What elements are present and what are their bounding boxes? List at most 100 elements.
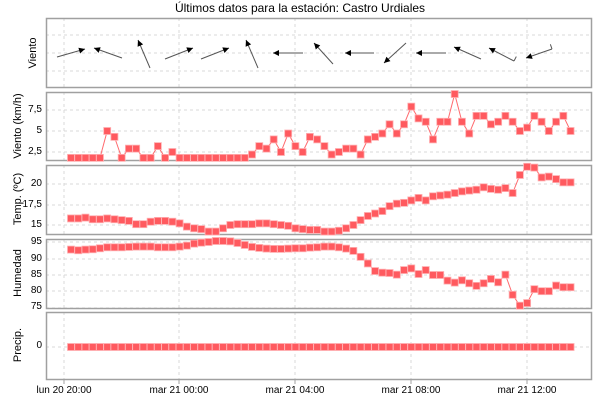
wind-speed-marker [515, 127, 524, 135]
wind-speed-marker [313, 135, 322, 144]
humidity-marker [117, 243, 126, 252]
temperature-marker [168, 217, 177, 226]
humidity-marker [501, 270, 510, 279]
temperature-marker [494, 185, 503, 194]
wind-speed-marker [110, 132, 119, 141]
temperature-marker [88, 215, 97, 224]
humidity-marker [523, 299, 532, 307]
wind-speed-marker [385, 120, 394, 129]
humidity-marker [190, 239, 198, 248]
wind-speed-marker [414, 114, 423, 123]
humidity-marker [291, 244, 300, 253]
temperature-marker [392, 199, 401, 208]
precipitation-marker [508, 343, 517, 351]
temperature-marker [356, 216, 365, 224]
temperature-marker [233, 220, 242, 229]
ytick-wind-2-5: 2,5 [28, 146, 42, 157]
humidity-marker [494, 278, 503, 287]
precipitation-marker [479, 343, 488, 351]
wind-direction-panel-frame [45, 17, 593, 89]
ytick-hum-90: 90 [30, 253, 42, 264]
temperature-marker [284, 221, 293, 230]
precipitation-marker [110, 343, 119, 351]
temperature-marker [255, 219, 264, 228]
humidity-marker [146, 242, 155, 251]
precipitation-marker [530, 343, 539, 351]
humidity-marker [153, 243, 162, 252]
humidity-marker [226, 237, 235, 246]
humidity-marker [211, 237, 220, 245]
temperature-marker [197, 225, 206, 234]
temperature-marker [465, 186, 474, 195]
temperature-marker [414, 194, 423, 202]
precipitation-marker [233, 343, 242, 351]
precipitation-marker [313, 343, 322, 351]
wind-speed-marker [233, 153, 242, 162]
wind-speed-marker [226, 153, 235, 162]
wind-speed-marker [277, 148, 285, 156]
wind-speed-marker [494, 117, 503, 126]
ytick-hum-95: 95 [30, 236, 42, 247]
humidity-marker [139, 242, 148, 251]
humidity-marker [349, 247, 358, 255]
humidity-marker [458, 276, 466, 285]
wind-arrowhead-icon [454, 46, 461, 53]
ytick-wind-5: 5 [36, 125, 42, 136]
precipitation-marker [139, 343, 148, 351]
wind-speed-marker [566, 127, 575, 135]
precipitation-marker [255, 343, 264, 351]
ytick-hum-75: 75 [30, 301, 42, 312]
temperature-marker [436, 191, 445, 200]
temperature-marker [327, 227, 336, 236]
ytick-wind-7-5: 7,5 [28, 104, 42, 115]
precipitation-marker [284, 343, 293, 351]
temperature-marker [400, 198, 408, 207]
humidity-marker [400, 266, 408, 274]
xtick-label: mar 21 04:00 [265, 385, 325, 396]
wind-speed-marker [443, 117, 452, 126]
humidity-marker [284, 244, 293, 253]
humidity-marker [559, 283, 568, 292]
humidity-marker [407, 264, 416, 273]
precipitation-marker [74, 343, 83, 351]
precipitation-marker [248, 343, 256, 351]
humidity-marker [219, 237, 227, 245]
wind-speed-marker [74, 153, 83, 162]
wind-arrowhead-icon [416, 50, 422, 56]
precipitation-marker [356, 343, 365, 351]
precipitation-marker [334, 343, 343, 351]
temperature-marker [537, 173, 546, 182]
temperature-marker [566, 178, 575, 187]
precipitation-marker [501, 343, 510, 351]
precipitation-marker [153, 343, 162, 351]
temperature-marker [269, 220, 278, 229]
temperature-marker [559, 178, 568, 187]
humidity-marker [313, 243, 322, 252]
wind-speed-marker [204, 153, 213, 162]
xtick-label: mar 21 12:00 [497, 385, 557, 396]
ytick-hum-80: 80 [30, 285, 42, 296]
temperature-marker [407, 196, 416, 205]
precipitation-marker [566, 343, 575, 351]
humidity-marker [248, 243, 256, 251]
precipitation-marker [146, 343, 155, 351]
temperature-marker [81, 213, 90, 222]
humidity-marker [125, 243, 133, 251]
wind-speed-marker [197, 153, 206, 162]
humidity-marker [327, 242, 336, 251]
temperature-marker [117, 216, 126, 224]
temperature-marker [139, 220, 148, 229]
wind-speed-marker [291, 142, 300, 151]
humidity-marker [436, 271, 445, 279]
temperature-marker [349, 221, 358, 229]
wind-speed-marker [211, 153, 220, 162]
wind-speed-marker [508, 117, 517, 126]
temperature-panel-frame [45, 164, 593, 236]
temperature-marker [450, 189, 459, 197]
humidity-marker [96, 244, 104, 253]
precipitation-marker [277, 343, 285, 351]
wind-speed-marker [117, 153, 126, 162]
temperature-marker [153, 216, 162, 225]
wind-speed-marker [132, 144, 141, 153]
wind-speed-marker [421, 117, 430, 126]
